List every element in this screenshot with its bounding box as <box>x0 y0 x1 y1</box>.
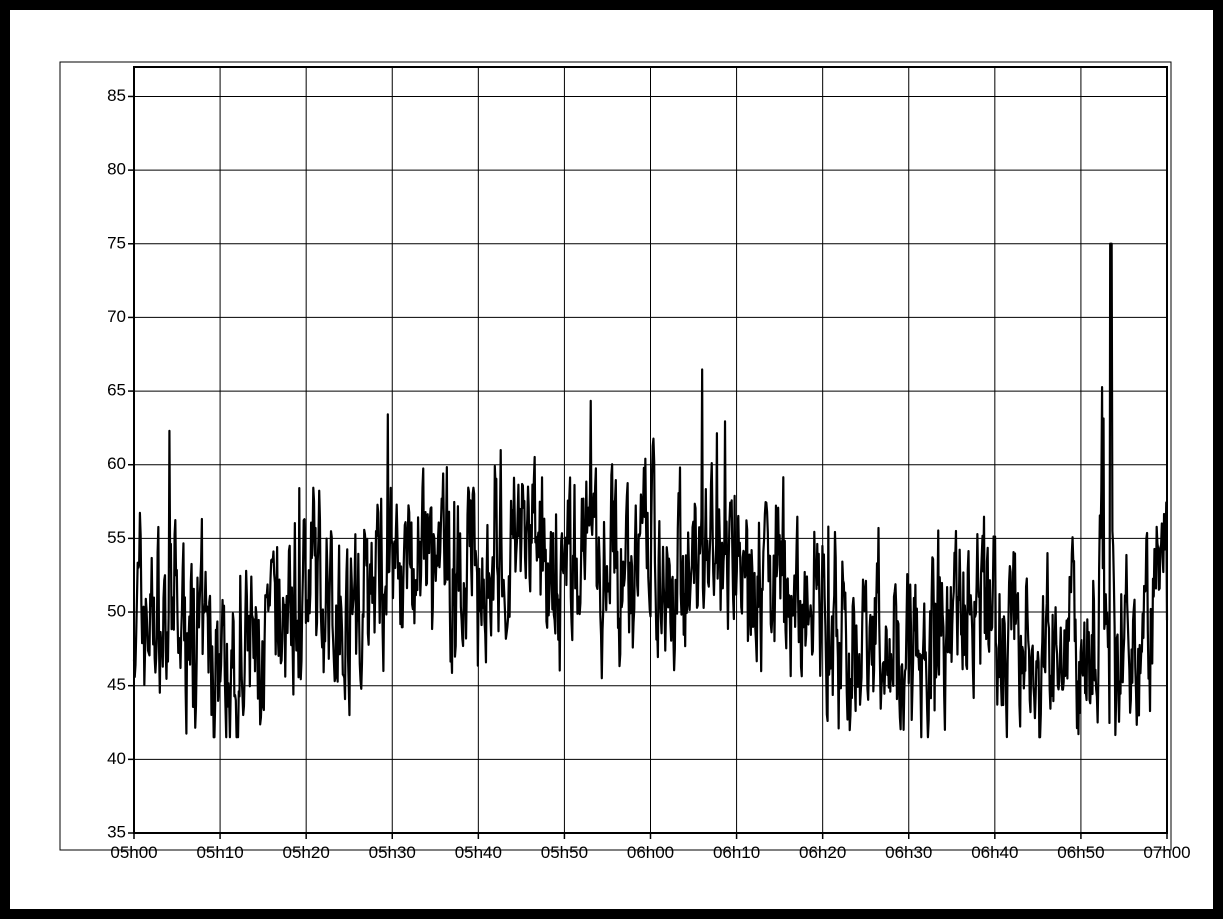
x-tick-label: 05h20 <box>283 843 330 862</box>
x-tick-label: 05h30 <box>369 843 416 862</box>
y-tick-label: 40 <box>107 749 126 768</box>
x-tick-label: 06h30 <box>885 843 932 862</box>
x-tick-label: 05h50 <box>541 843 588 862</box>
plot-outer-border <box>59 61 1172 851</box>
x-tick-label: 05h00 <box>110 843 157 862</box>
y-tick-label: 35 <box>107 822 126 841</box>
y-tick-label: 65 <box>107 381 126 400</box>
y-tick-label: 45 <box>107 675 126 694</box>
x-tick-label: 06h10 <box>713 843 760 862</box>
series-line <box>132 242 1169 739</box>
y-tick-label: 85 <box>107 86 126 105</box>
y-tick-label: 50 <box>107 602 126 621</box>
x-tick-label: 05h40 <box>455 843 502 862</box>
tick-labels: 35 40 45 50 55 60 65 70 75 80 85 05h00 05h10 05h20 05h… <box>107 86 1191 862</box>
x-tick-label: 05h10 <box>196 843 243 862</box>
y-tick-label: 60 <box>107 454 126 473</box>
y-tick-label: 75 <box>107 233 126 252</box>
y-tick-label: 80 <box>107 160 126 179</box>
grid-lines <box>128 67 1168 839</box>
x-tick-label: 07h00 <box>1143 843 1190 862</box>
y-tick-label: 55 <box>107 528 126 547</box>
x-tick-label: 06h20 <box>799 843 846 862</box>
x-tick-label: 06h50 <box>1057 843 1104 862</box>
x-tick-label: 06h40 <box>971 843 1018 862</box>
x-tick-label: 06h00 <box>627 843 674 862</box>
y-tick-label: 70 <box>107 307 126 326</box>
